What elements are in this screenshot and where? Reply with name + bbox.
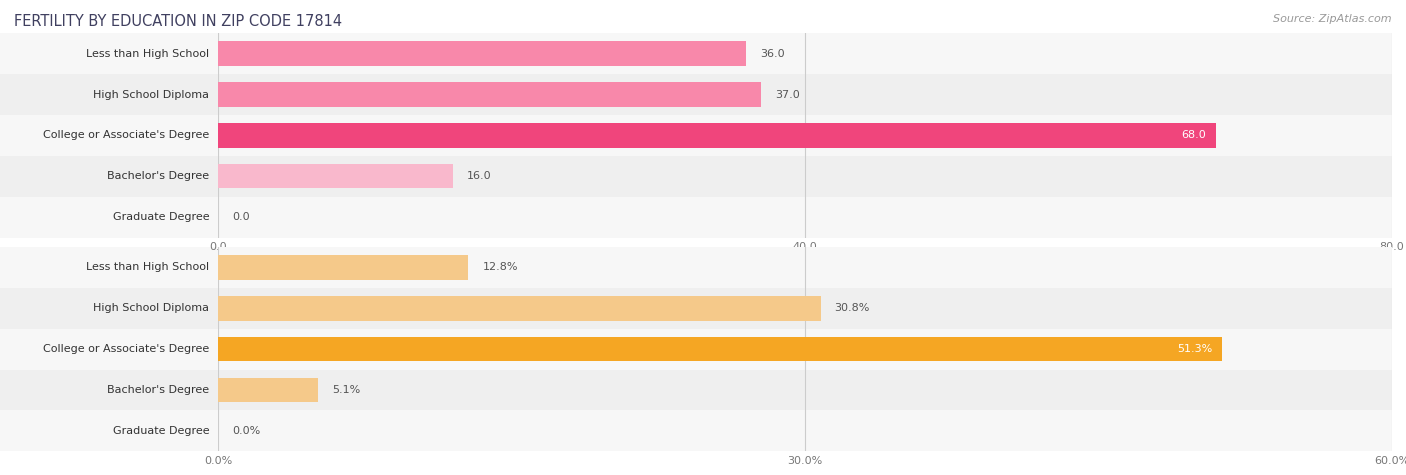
Bar [218,247,1392,288]
Bar [218,378,318,402]
Text: College or Associate's Degree: College or Associate's Degree [44,344,209,354]
Bar [218,410,1392,451]
Text: High School Diploma: High School Diploma [93,303,209,314]
Bar [218,41,747,66]
Text: Graduate Degree: Graduate Degree [112,426,209,436]
Text: High School Diploma: High School Diploma [93,89,209,100]
Bar [218,197,1392,238]
Text: Less than High School: Less than High School [86,48,209,59]
Bar [218,370,1392,410]
Text: 37.0: 37.0 [775,89,800,100]
Text: FERTILITY BY EDUCATION IN ZIP CODE 17814: FERTILITY BY EDUCATION IN ZIP CODE 17814 [14,14,342,29]
Text: 51.3%: 51.3% [1177,344,1212,354]
Text: 36.0: 36.0 [761,48,785,59]
Text: 0.0%: 0.0% [232,426,260,436]
Text: Bachelor's Degree: Bachelor's Degree [107,171,209,181]
Text: Graduate Degree: Graduate Degree [112,212,209,222]
Bar [218,255,468,280]
Bar [218,337,1222,361]
Text: 0.0: 0.0 [232,212,250,222]
Bar [218,164,453,189]
Text: Source: ZipAtlas.com: Source: ZipAtlas.com [1274,14,1392,24]
Bar [218,82,761,107]
Text: 30.8%: 30.8% [835,303,870,314]
Text: College or Associate's Degree: College or Associate's Degree [44,130,209,141]
Bar [218,74,1392,115]
Text: Bachelor's Degree: Bachelor's Degree [107,385,209,395]
Text: 16.0: 16.0 [467,171,492,181]
Bar [218,115,1392,156]
Bar [218,329,1392,370]
Text: 12.8%: 12.8% [482,262,517,273]
Text: Less than High School: Less than High School [86,262,209,273]
Text: 5.1%: 5.1% [332,385,360,395]
Bar [218,288,1392,329]
Bar [218,123,1216,148]
Text: 68.0: 68.0 [1181,130,1206,141]
Bar [218,33,1392,74]
Bar [218,296,821,321]
Bar [218,156,1392,197]
